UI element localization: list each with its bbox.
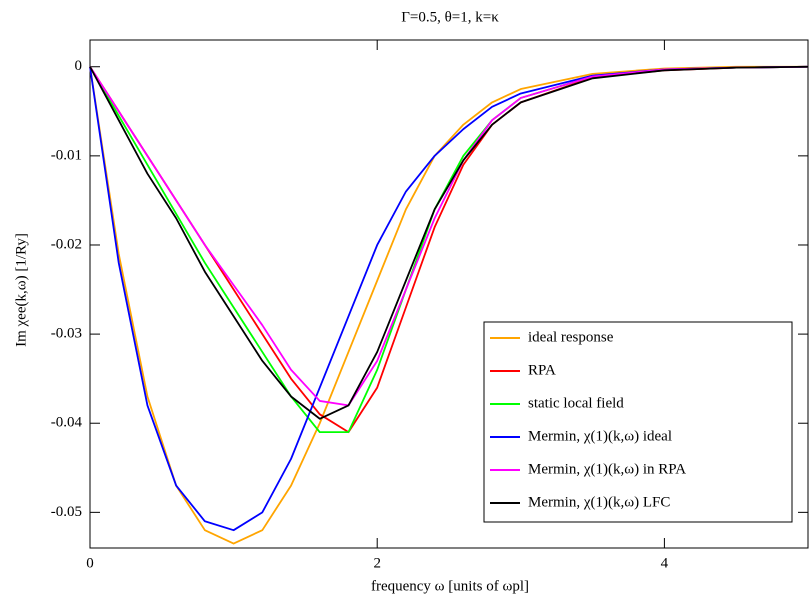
- legend-label: Mermin, χ(1)(k,ω) in RPA: [528, 461, 686, 477]
- x-axis-label: frequency ω [units of ωpl]: [371, 578, 529, 594]
- legend-label: Mermin, χ(1)(k,ω) ideal: [528, 428, 672, 444]
- x-tick-label: 2: [373, 555, 381, 571]
- y-tick-label: -0.04: [51, 415, 83, 431]
- y-axis-label: Im χee(k,ω) [1/Ry]: [13, 233, 29, 347]
- series-line: [89, 65, 809, 532]
- series-line: [89, 65, 809, 420]
- y-tick-label: -0.01: [51, 147, 82, 163]
- y-tick-label: -0.05: [51, 504, 82, 520]
- legend-label: static local field: [528, 395, 624, 411]
- y-tick-label: -0.02: [51, 236, 82, 252]
- y-tick-label: -0.03: [51, 326, 82, 342]
- series-line: [89, 65, 809, 407]
- legend-box: [483, 321, 793, 523]
- y-tick-label: 0: [75, 58, 83, 74]
- plot-frame: [89, 39, 809, 549]
- x-tick-label: 0: [86, 555, 94, 571]
- legend: ideal response RPA static local field Mermi…: [483, 321, 793, 523]
- legend-label: Mermin, χ(1)(k,ω) LFC: [528, 494, 670, 510]
- chart-title: Γ=0.5, θ=1, k=κ: [401, 9, 499, 25]
- legend-label: RPA: [528, 362, 556, 378]
- series-line: [89, 65, 808, 545]
- legend-label: ideal response: [528, 329, 614, 345]
- x-tick-label: 4: [661, 555, 669, 571]
